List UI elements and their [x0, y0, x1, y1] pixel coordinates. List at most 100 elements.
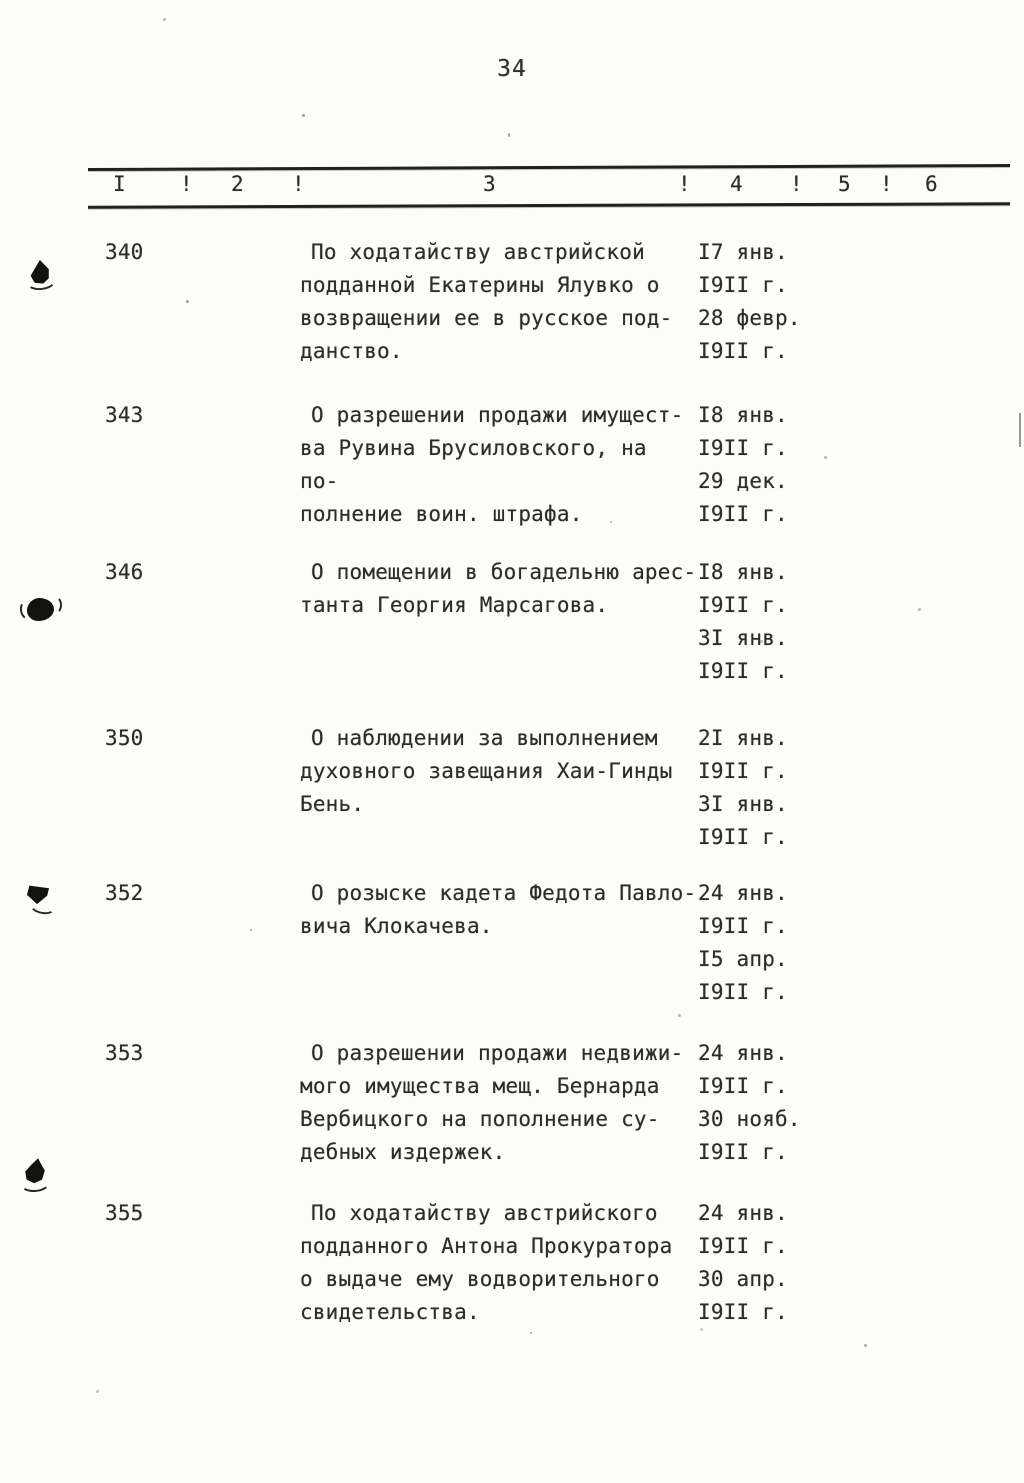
ink-blob-artifact	[27, 598, 54, 621]
date-line: I9II г.	[698, 980, 788, 1004]
date-line: I9II г.	[698, 914, 788, 938]
column-label-5: 5	[838, 172, 851, 196]
speck	[186, 300, 189, 303]
column-separator: !	[292, 172, 305, 196]
speck	[678, 1014, 681, 1017]
speck	[760, 640, 763, 643]
entry-number: 343	[105, 403, 144, 427]
date-line: I9II г.	[698, 759, 788, 783]
entry-number: 340	[105, 240, 144, 264]
description-line: дебных издержек.	[300, 1140, 506, 1164]
speck	[864, 1344, 867, 1347]
speck	[96, 1390, 99, 1393]
date-line: I9II г.	[698, 273, 788, 297]
description-line: По ходатайству австрийской	[311, 240, 645, 264]
description-line: подданной Екатерины Ялувко о	[300, 273, 660, 297]
date-line: I7 янв.	[698, 240, 788, 264]
register-entry: 346 О помещении в богадельню арес-танта …	[0, 556, 1024, 688]
entry-dates: I8 янв. I9II г. 3I янв. I9II г.	[698, 556, 1024, 688]
description-line: данство.	[300, 339, 403, 363]
entry-description: По ходатайству австрийской подданной Екат…	[300, 236, 698, 368]
date-line: I8 янв.	[698, 560, 788, 584]
date-line: I9II г.	[698, 659, 788, 683]
header-top-rule	[87, 163, 1011, 172]
date-line: 24 янв.	[698, 1201, 788, 1225]
column-separator: !	[180, 172, 193, 196]
speck	[302, 114, 305, 117]
column-label-3: 3	[483, 172, 496, 196]
date-line: I9II г.	[698, 1300, 788, 1324]
description-line: о выдаче ему водворительного	[300, 1267, 660, 1291]
date-line: 3I янв.	[698, 792, 788, 816]
description-line: подданного Антона Прокуратора	[300, 1234, 673, 1258]
register-entry: 340 По ходатайству австрийской подданной …	[0, 236, 1024, 368]
description-line: вича Клокачева.	[300, 914, 493, 938]
date-line: 28 февр.	[698, 306, 801, 330]
description-line: О розыске кадета Федота Павло-	[311, 881, 697, 905]
column-label-1: I	[113, 172, 126, 196]
register-entry: 350 О наблюдении за выполнением духовного…	[0, 722, 1024, 854]
date-line: 24 янв.	[698, 881, 788, 905]
edge-line-artifact	[1019, 413, 1021, 447]
register-entry: 343 О разрешении продажи имущест-ва Руви…	[0, 399, 1024, 531]
date-line: I9II г.	[698, 1074, 788, 1098]
date-line: 30 апр.	[698, 1267, 788, 1291]
entry-description: О разрешении продажи имущест-ва Рувина Б…	[300, 399, 698, 531]
date-line: 2I янв.	[698, 726, 788, 750]
register-entry: 352 О розыске кадета Федота Павло-вича К…	[0, 877, 1024, 1009]
column-separator: !	[880, 172, 893, 196]
entry-dates: I8 янв. I9II г. 29 дек. I9II г.	[698, 399, 1024, 531]
speck	[610, 521, 612, 523]
entry-dates: 24 янв. I9II г. I5 апр. I9II г.	[698, 877, 1024, 1009]
description-line: По ходатайству австрийского	[311, 1201, 658, 1225]
column-label-4: 4	[730, 172, 743, 196]
entry-description: О разрешении продажи недвижи-мого имущес…	[300, 1037, 698, 1169]
description-line: возвращении ее в русское под-	[300, 306, 673, 330]
date-line: I9II г.	[698, 502, 788, 526]
speck	[163, 18, 166, 21]
description-line: О наблюдении за выполнением	[311, 726, 658, 750]
register-entry: 353 О разрешении продажи недвижи-мого им…	[0, 1037, 1024, 1169]
date-line: 30 нояб.	[698, 1107, 801, 1131]
column-label-2: 2	[231, 172, 244, 196]
description-line: духовного завещания Хаи-Гинды	[300, 759, 673, 783]
date-line: I9II г.	[698, 436, 788, 460]
date-line: I9II г.	[698, 339, 788, 363]
entry-description: По ходатайству австрийского подданного Ан…	[300, 1197, 698, 1329]
entry-number: 346	[105, 560, 144, 584]
description-line: О разрешении продажи имущест-	[311, 403, 684, 427]
entry-description: О помещении в богадельню арес-танта Геор…	[300, 556, 698, 688]
entry-dates: 24 янв. I9II г. 30 нояб. I9II г.	[698, 1037, 1024, 1169]
date-line: I5 апр.	[698, 947, 788, 971]
entry-number: 352	[105, 881, 144, 905]
description-line: мого имущества мещ. Бернарда	[300, 1074, 660, 1098]
register-entries: 340 По ходатайству австрийской подданной …	[0, 236, 1024, 1329]
column-label-6: 6	[925, 172, 938, 196]
speck	[250, 929, 252, 931]
column-separator: !	[678, 172, 691, 196]
date-line: I9II г.	[698, 825, 788, 849]
description-line: полнение воин. штрафа.	[300, 502, 583, 526]
register-entry: 355 По ходатайству австрийского подданног…	[0, 1197, 1024, 1329]
header-bottom-rule	[87, 202, 1011, 209]
speck	[700, 1328, 703, 1331]
description-line: ва Рувина Брусиловского, на по-	[300, 436, 647, 493]
date-line: 3I янв.	[698, 626, 788, 650]
speck	[824, 456, 827, 459]
date-line: 29 дек.	[698, 469, 788, 493]
entry-dates: 2I янв. I9II г. 3I янв. I9II г.	[698, 722, 1024, 854]
description-line: Вербицкого на пополнение су-	[300, 1107, 660, 1131]
entry-description: О розыске кадета Федота Павло-вича Клока…	[300, 877, 698, 1009]
entry-dates: 24 янв. I9II г. 30 апр. I9II г.	[698, 1197, 1024, 1329]
entry-dates: I7 янв. I9II г. 28 февр. I9II г.	[698, 236, 1024, 368]
description-line: О разрешении продажи недвижи-	[311, 1041, 684, 1065]
description-line: О помещении в богадельню арес-	[311, 560, 697, 584]
column-separator: !	[790, 172, 803, 196]
ink-arc-artifact	[48, 596, 62, 614]
date-line: 24 янв.	[698, 1041, 788, 1065]
speck	[508, 133, 510, 137]
entry-description: О наблюдении за выполнением духовного зав…	[300, 722, 698, 854]
header-column-labels: I ! 2 ! 3 ! 4 ! 5 ! 6	[0, 172, 1024, 202]
page-number: 34	[497, 56, 527, 82]
